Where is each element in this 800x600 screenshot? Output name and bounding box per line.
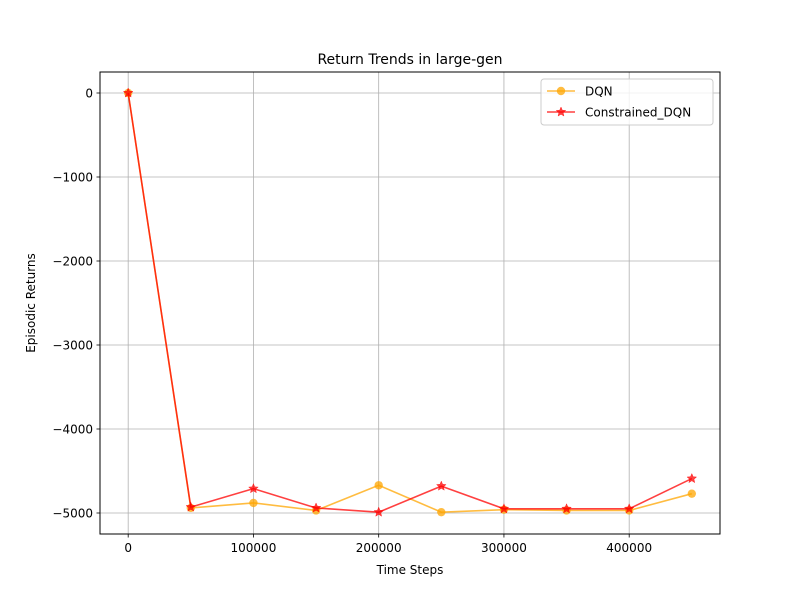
series-line-constrained-dqn [127, 92, 693, 513]
y-tick-label: 0 [85, 87, 93, 101]
legend-item-dqn: DQN [547, 85, 613, 99]
y-tick-label: −3000 [52, 339, 93, 353]
y-tick-label: −1000 [52, 171, 93, 185]
legend-item-constrained-dqn: Constrained_DQN [547, 106, 691, 120]
y-tick-label: −5000 [52, 507, 93, 521]
x-tick-label: 300000 [481, 541, 527, 555]
data-point-constrained-dqn [435, 480, 447, 491]
legend-box [540, 78, 714, 126]
data-point-constrained-dqn [686, 472, 698, 484]
grid-lines [100, 72, 720, 534]
series-constrained-dqn [122, 87, 698, 517]
data-point-constrained-dqn [122, 87, 134, 98]
data-point-constrained-dqn [310, 502, 322, 513]
data-point-dqn [687, 489, 697, 498]
x-tick-label: 400000 [606, 541, 652, 555]
legend-label-dqn: DQN [585, 85, 613, 99]
plot-series [122, 87, 698, 517]
legend-marker-dqn [556, 86, 566, 96]
y-axis-ticks: 0 −1000 −2000 −3000 −4000 −5000 [52, 87, 100, 521]
legend: DQN Constrained_DQN [540, 78, 714, 126]
data-point-constrained-dqn [248, 482, 259, 494]
x-tick-label: 200000 [356, 541, 402, 555]
data-point-constrained-dqn [623, 503, 635, 514]
plot-area-frame [99, 71, 721, 535]
data-point-constrained-dqn [561, 503, 572, 514]
legend-items: DQN Constrained_DQN [547, 85, 691, 120]
legend-label-constrained-dqn: Constrained_DQN [585, 106, 691, 120]
data-point-constrained-dqn [373, 506, 385, 517]
data-point-constrained-dqn [185, 501, 197, 512]
chart-title: Return Trends in large-gen [317, 52, 502, 68]
y-tick-label: −2000 [52, 255, 93, 269]
data-point-constrained-dqn [498, 503, 510, 514]
x-axis-ticks: 0 100000 200000 300000 400000 [124, 534, 652, 555]
y-tick-label: −4000 [52, 423, 93, 437]
data-point-dqn [249, 498, 258, 508]
x-axis-label: Time Steps [376, 563, 444, 577]
y-axis-label: Episodic Returns [24, 253, 38, 353]
x-tick-label: 0 [124, 541, 132, 555]
data-point-dqn [437, 507, 446, 517]
data-point-dqn [374, 481, 383, 490]
x-tick-label: 100000 [231, 541, 277, 555]
legend-marker-constrained-dqn [555, 106, 567, 117]
